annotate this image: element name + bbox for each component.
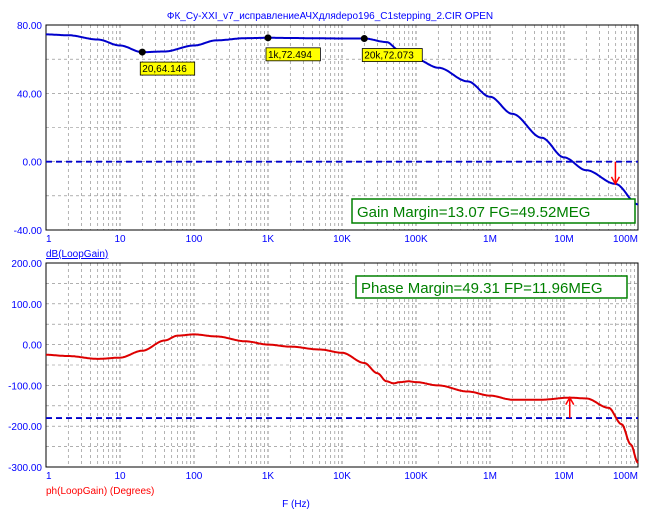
phase-x-tick-label: 1K <box>262 471 275 482</box>
phase-x-tick-label: 10K <box>333 471 351 482</box>
gain-x-tick-label: 10K <box>333 234 351 245</box>
phase-y-tick-label: -300.00 <box>8 463 42 474</box>
x-axis-label: F (Hz) <box>282 499 310 510</box>
gain-marker-tag <box>265 47 321 62</box>
phase-arrow-head <box>565 396 575 406</box>
gain-marker-tag <box>361 48 423 62</box>
phase-margin-box <box>355 275 628 299</box>
gain-marker-label: 1k,72.494 <box>268 50 312 61</box>
gain-plot-frame <box>45 24 639 231</box>
gain-marker-point <box>138 48 146 56</box>
gain-y-tick-label: 40.00 <box>17 89 42 100</box>
phase-x-tick-label: 10 <box>114 471 126 482</box>
gain-x-tick-label: 1 <box>46 234 52 245</box>
phase-y-tick-label: 0.00 <box>23 341 43 352</box>
phase-x-tick-label: 10M <box>554 471 573 482</box>
phase-x-tick-label: 100 <box>186 471 203 482</box>
phase-curve <box>46 333 639 464</box>
gain-marker-tag <box>139 61 196 76</box>
gain-y-tick-label: 0.00 <box>23 158 43 169</box>
gain-marker-point <box>264 34 272 42</box>
phase-x-ticks: 1 10 100 1K 10K 100K 1M 10M 100M <box>46 471 638 482</box>
gain-x-tick-label: 1M <box>483 234 497 245</box>
phase-x-tick-label: 1M <box>483 471 497 482</box>
gain-margin-box <box>351 198 636 224</box>
gain-grid <box>46 25 638 230</box>
gain-panel: 80.00 40.00 0.00 -40.00 1 10 100 1K 10K 100K 1M 10… <box>14 21 639 260</box>
phase-x-tick-label: 1 <box>46 471 52 482</box>
gain-x-tick-label: 10M <box>554 234 573 245</box>
gain-marker-label: 20k,72.073 <box>364 51 414 62</box>
gain-x-ticks: 1 10 100 1K 10K 100K 1M 10M 100M <box>46 234 638 245</box>
phase-x-tick-label: 100K <box>404 471 428 482</box>
gain-curve <box>46 33 639 206</box>
phase-y-tick-label: -100.00 <box>8 381 42 392</box>
phase-x-tick-label: 100M <box>613 471 638 482</box>
gain-y-tick-label: 80.00 <box>17 21 42 32</box>
phase-margin-arrow <box>565 396 575 419</box>
window-title: ФК_Су-XXI_v7_исправлениеАЧХдляdepo196_C1… <box>167 11 493 22</box>
phase-y-tick-label: 100.00 <box>11 300 42 311</box>
gain-axis-label: dB(LoopGain) <box>46 249 108 260</box>
phase-grid <box>46 263 638 467</box>
gain-x-tick-label: 1K <box>262 234 275 245</box>
phase-y-ticks: 200.00 100.00 0.00 -100.00 -200.00 -300.00 <box>8 259 42 474</box>
gain-marker-point <box>360 35 368 43</box>
gain-x-tick-label: 100 <box>186 234 203 245</box>
phase-margin-text: Phase Margin=49.31 FP=11.96MEG <box>361 280 603 297</box>
phase-plot-frame <box>45 262 639 468</box>
gain-marker-label: 20,64.146 <box>142 64 187 75</box>
gain-arrow-head <box>610 176 621 186</box>
phase-y-tick-label: 200.00 <box>11 259 42 270</box>
gain-markers: 20,64.146 1k,72.494 20k,72.073 <box>138 34 423 76</box>
gain-x-tick-label: 10 <box>114 234 126 245</box>
gain-x-tick-label: 100K <box>404 234 428 245</box>
gain-y-tick-label: -40.00 <box>14 226 43 237</box>
gain-y-ticks: 80.00 40.00 0.00 -40.00 <box>14 21 43 237</box>
gain-x-tick-label: 100M <box>613 234 638 245</box>
phase-axis-label: ph(LoopGain) (Degrees) <box>46 486 154 497</box>
phase-y-tick-label: -200.00 <box>8 422 42 433</box>
gain-margin-arrow <box>610 161 621 186</box>
gain-margin-text: Gain Margin=13.07 FG=49.52MEG <box>357 204 590 221</box>
